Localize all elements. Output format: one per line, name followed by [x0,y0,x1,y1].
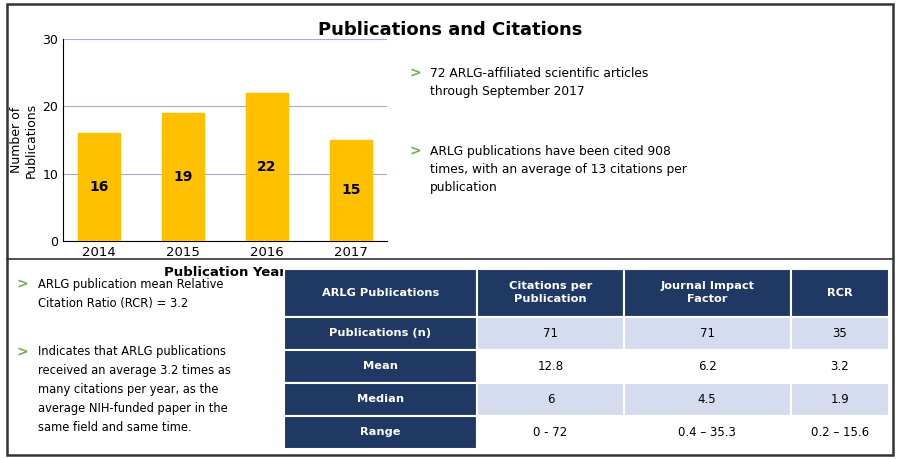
Text: 19: 19 [173,170,193,184]
Text: Mean: Mean [363,361,398,371]
Text: 71: 71 [699,327,715,340]
Text: 1.9: 1.9 [831,393,850,406]
Text: 6.2: 6.2 [698,360,716,373]
Text: 3.2: 3.2 [831,360,850,373]
Text: 71: 71 [543,327,558,340]
Text: 22: 22 [257,160,277,174]
Bar [330,140,373,241]
Text: 6: 6 [547,393,554,406]
Text: 12.8: 12.8 [537,360,563,373]
Text: Range: Range [360,427,400,437]
Text: Publications and Citations: Publications and Citations [318,21,582,39]
Text: RCR: RCR [827,288,852,297]
Text: ARLG publication mean Relative
Citation Ratio (RCR) = 3.2: ARLG publication mean Relative Citation … [38,278,223,310]
Text: 0.2 – 15.6: 0.2 – 15.6 [811,426,868,439]
Text: 15: 15 [341,184,361,197]
Y-axis label: Number of
Publications: Number of Publications [10,102,38,178]
Text: >: > [16,278,28,292]
Text: Citations per
Publication: Citations per Publication [508,281,592,304]
Text: 0.4 – 35.3: 0.4 – 35.3 [679,426,736,439]
Text: Median: Median [357,394,404,404]
Text: ARLG Publications: ARLG Publications [322,288,439,297]
Text: ARLG publications have been cited 908
times, with an average of 13 citations per: ARLG publications have been cited 908 ti… [430,145,687,194]
Text: Publications (n): Publications (n) [329,328,431,338]
Text: >: > [410,67,421,81]
Text: Indicates that ARLG publications
received an average 3.2 times as
many citations: Indicates that ARLG publications receive… [38,345,230,434]
Text: >: > [410,145,421,159]
Text: 0 - 72: 0 - 72 [534,426,568,439]
Text: 16: 16 [89,180,109,194]
Text: 4.5: 4.5 [698,393,716,406]
X-axis label: Publication Year: Publication Year [164,266,286,279]
Bar [246,93,288,241]
Text: >: > [16,345,28,359]
Bar [162,113,204,241]
Text: 35: 35 [832,327,847,340]
Bar [77,133,120,241]
Text: 72 ARLG-affiliated scientific articles
through September 2017: 72 ARLG-affiliated scientific articles t… [430,67,649,98]
Text: Journal Impact
Factor: Journal Impact Factor [660,281,754,304]
